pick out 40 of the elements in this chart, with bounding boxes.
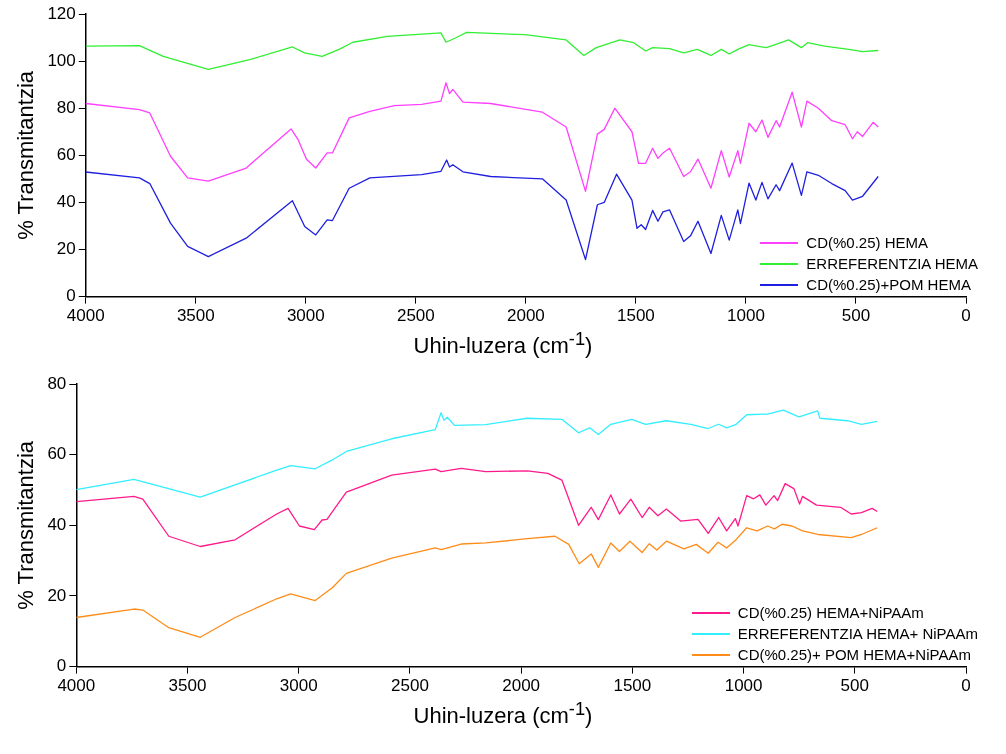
x-tick-label: 500 [840, 676, 869, 696]
y-tick-label: 80 [56, 97, 76, 117]
y-tick-label: 40 [56, 192, 76, 212]
x-tick-label: 2500 [396, 306, 435, 326]
y-tick-label: 60 [56, 144, 76, 164]
y-tick-label: 60 [47, 444, 67, 464]
y-tick-label: 0 [66, 286, 76, 306]
y-axis-title: % Transmitantzia [13, 440, 39, 610]
y-tick-label: 40 [47, 514, 67, 534]
x-tick-label: 0 [961, 306, 971, 326]
y-tick-label: 80 [47, 373, 67, 393]
legend-label: ERREFERENTZIA HEMA+ NiPAAm [737, 624, 978, 644]
x-tick-label: 3500 [176, 306, 215, 326]
x-tick-label: 4000 [66, 306, 105, 326]
x-tick-label: 1500 [617, 306, 655, 326]
x-tick-label: 0 [961, 676, 971, 696]
x-tick-label: 2000 [506, 306, 545, 326]
x-tick-label: 1000 [727, 306, 765, 326]
x-tick-label: 2500 [391, 676, 429, 696]
y-tick-label: 100 [47, 50, 76, 70]
x-tick-label: 1500 [613, 676, 652, 696]
x-axis-title: Uhin-luzera (cm$^{-1}$) [412, 698, 594, 730]
x-tick-label: 4000 [57, 676, 96, 696]
legend-label: ERREFERENTZIA HEMA [806, 254, 978, 274]
legend-label: CD(%0.25)+ POM HEMA+NiPAAm [737, 645, 971, 665]
legend-label: CD(%0.25)+POM HEMA [806, 275, 971, 295]
x-axis-title: Uhin-luzera (cm$^{-1}$) [412, 328, 594, 360]
legend-label: CD(%0.25) HEMA [806, 233, 929, 253]
x-tick-label: 500 [841, 306, 871, 326]
x-tick-label: 2000 [502, 676, 541, 696]
x-tick-label: 3000 [279, 676, 318, 696]
y-tick-label: 20 [47, 585, 67, 605]
x-tick-label: 3500 [168, 676, 207, 696]
x-tick-label: 1000 [724, 676, 763, 696]
y-tick-label: 20 [56, 239, 76, 259]
x-tick-label: 3000 [286, 306, 325, 326]
y-tick-label: 120 [47, 3, 76, 23]
y-axis-title: % Transmitantzia [13, 70, 39, 240]
y-tick-label: 0 [56, 656, 67, 676]
legend-label: CD(%0.25) HEMA+NiPAAm [737, 603, 924, 623]
